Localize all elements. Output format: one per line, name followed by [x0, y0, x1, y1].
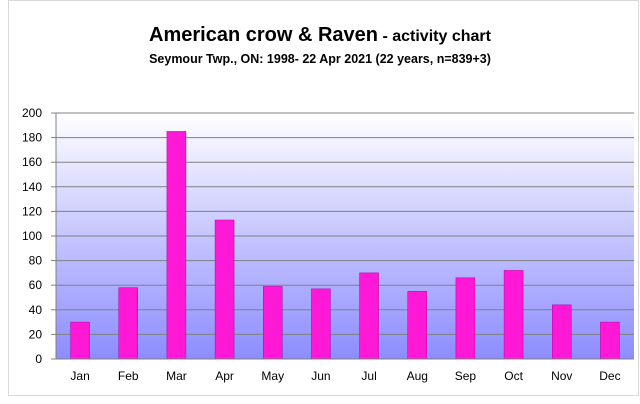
x-tick-label: May — [261, 369, 284, 383]
y-tick-label: 200 — [22, 106, 42, 120]
bar-sep — [455, 277, 476, 360]
bar-jan — [70, 321, 90, 360]
y-tick-label: 100 — [22, 229, 42, 243]
bar-aug — [407, 291, 427, 360]
y-tick-label: 160 — [22, 155, 42, 169]
y-tick-label: 40 — [29, 303, 43, 317]
bars — [70, 131, 620, 360]
x-tick-label: Jun — [311, 369, 330, 383]
y-tick-label: 60 — [29, 278, 43, 292]
x-tick-label: Jul — [361, 369, 376, 383]
y-tick-label: 20 — [29, 327, 43, 341]
chart-title: American crow & Raven - activity chart — [149, 24, 491, 46]
bar-jul — [359, 272, 379, 360]
y-tick-label: 0 — [35, 352, 42, 366]
x-tick-label: Aug — [407, 369, 428, 383]
y-tick-label: 80 — [29, 254, 43, 268]
x-tick-label: Mar — [166, 369, 187, 383]
bar-feb — [118, 287, 138, 360]
bar-nov — [552, 304, 572, 360]
x-tick-label: Sep — [455, 369, 477, 383]
axes: 0 20 40 60 80 100 120 140 160 180 200 Jan Feb Mar Apr M… — [22, 106, 634, 383]
x-tick-label: Jan — [70, 369, 89, 383]
chart-title-suffix: activity chart — [392, 28, 491, 45]
bar-apr — [214, 219, 235, 360]
y-tick-label: 180 — [22, 131, 42, 145]
bar-may — [263, 286, 283, 360]
chart-subtitle: Seymour Twp., ON: 1998- 22 Apr 2021 (22 … — [149, 52, 491, 66]
bar-jun — [311, 288, 331, 360]
x-tick-label: Oct — [504, 369, 523, 383]
x-tick-label: Nov — [551, 369, 572, 383]
bar-dec — [600, 321, 620, 360]
bar-mar — [166, 131, 187, 360]
x-tick-label: Dec — [599, 369, 620, 383]
x-tick-label: Feb — [118, 369, 139, 383]
bar-oct — [503, 270, 524, 360]
x-tick-label: Apr — [215, 369, 234, 383]
y-tick-label: 140 — [22, 180, 42, 194]
chart-title-main: American crow & Raven — [149, 24, 379, 46]
y-tick-label: 120 — [22, 204, 42, 218]
